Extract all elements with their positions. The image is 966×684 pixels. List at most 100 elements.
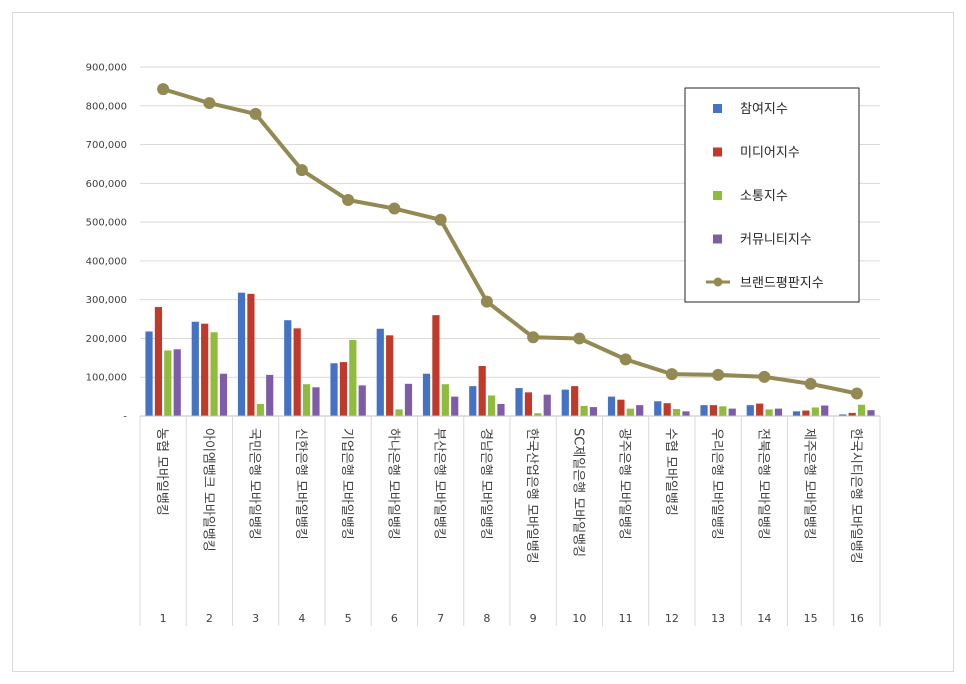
- rank-label: 4: [298, 612, 305, 625]
- bar: [404, 383, 413, 416]
- category-label: 전북은행 모바일뱅킹: [755, 428, 771, 540]
- line-point: [619, 353, 632, 366]
- bar: [774, 408, 783, 416]
- y-tick-label: 500,000: [86, 218, 127, 229]
- bar: [654, 401, 662, 416]
- bar: [173, 349, 181, 416]
- category-label: 신한은행 모바일뱅킹: [293, 428, 309, 540]
- line-point: [249, 107, 262, 120]
- category-label: 수협 모바일뱅킹: [663, 428, 678, 516]
- bar: [589, 407, 598, 416]
- category-label: SC제일은행 모바일뱅킹: [570, 428, 586, 557]
- bar: [237, 292, 246, 416]
- bar: [802, 410, 810, 416]
- line-point: [434, 213, 447, 226]
- legend-marker: [713, 277, 723, 287]
- bar: [857, 404, 866, 416]
- bar: [700, 405, 708, 416]
- y-tick-label: 100,000: [86, 373, 127, 384]
- bar: [746, 405, 754, 416]
- rank-label: 9: [530, 612, 537, 625]
- y-tick-label: 700,000: [86, 140, 127, 151]
- legend-swatch: [713, 147, 722, 157]
- rank-label: 12: [665, 612, 679, 625]
- bar: [339, 362, 348, 416]
- category-label: 기업은행 모바일뱅킹: [339, 428, 355, 540]
- line-point: [804, 377, 817, 390]
- category-label: 농협 모바일뱅킹: [154, 428, 169, 516]
- bar: [672, 409, 681, 416]
- rank-label: 6: [391, 612, 398, 625]
- bar: [478, 365, 486, 416]
- rank-label: 5: [345, 612, 352, 625]
- rank-label: 13: [711, 612, 725, 625]
- bar: [719, 406, 727, 416]
- bar: [765, 409, 773, 416]
- rank-label: 10: [572, 612, 586, 625]
- bar: [247, 293, 255, 416]
- bar: [210, 332, 218, 416]
- bar: [330, 363, 338, 416]
- bar: [145, 331, 153, 416]
- bar: [626, 408, 634, 416]
- bar: [302, 384, 311, 416]
- category-label: 한국시티은행 모바일뱅킹: [848, 428, 864, 564]
- line-point: [850, 387, 863, 400]
- bar: [497, 403, 505, 416]
- legend-label: 브랜드평판지수: [740, 276, 824, 291]
- bar: [487, 395, 496, 416]
- bar: [663, 403, 671, 416]
- bar: [848, 412, 856, 416]
- category-label: 광주은행 모바일뱅킹: [617, 428, 633, 540]
- y-tick-label: 400,000: [86, 256, 127, 267]
- rank-label: 8: [483, 612, 490, 625]
- bar: [867, 410, 875, 416]
- line-point: [157, 83, 170, 96]
- category-label: 국민은행 모바일뱅킹: [247, 428, 263, 540]
- bar: [792, 411, 801, 416]
- bar: [441, 384, 449, 416]
- legend-label: 참여지수: [740, 102, 788, 117]
- category-label: 제주은행 모바일뱅킹: [802, 428, 818, 540]
- bar: [422, 373, 431, 416]
- x-axis: 농협 모바일뱅킹 1 아이엠뱅크 모바일뱅킹 2 국민은행 모바일뱅킹 3 신한은행 모바일…: [139, 415, 881, 626]
- bar: [839, 414, 847, 416]
- bar: [580, 405, 588, 416]
- category-label: 하나은행 모바일뱅킹: [385, 428, 401, 540]
- bar: [617, 399, 625, 416]
- rank-label: 2: [206, 612, 213, 625]
- bar: [386, 335, 394, 416]
- rank-label: 15: [804, 612, 818, 625]
- rank-label: 16: [850, 612, 864, 625]
- category-label: 우리은행 모바일뱅킹: [709, 428, 725, 540]
- line-point: [295, 164, 308, 177]
- bar: [543, 394, 551, 416]
- bar: [395, 409, 403, 416]
- rank-label: 1: [160, 612, 167, 625]
- bar: [756, 403, 764, 416]
- line-point: [203, 97, 216, 110]
- bar: [561, 389, 569, 416]
- bar: [709, 405, 718, 416]
- line-point: [388, 202, 401, 215]
- rank-label: 3: [252, 612, 259, 625]
- bar: [432, 315, 440, 416]
- bar: [376, 328, 384, 416]
- bar: [728, 408, 736, 416]
- line-series: [157, 83, 863, 400]
- rank-label: 14: [757, 612, 771, 625]
- bar: [284, 320, 292, 416]
- legend-label: 미디어지수: [740, 146, 800, 161]
- rank-label: 7: [437, 612, 444, 625]
- bar: [821, 405, 829, 416]
- bar-series: [145, 292, 875, 416]
- bar: [256, 403, 264, 416]
- line-point: [712, 368, 725, 381]
- y-axis: - 100,000 200,000 300,000 400,000 500,000 600,…: [86, 63, 128, 423]
- bar: [164, 350, 172, 416]
- y-tick-label: 200,000: [86, 334, 127, 345]
- bar: [451, 396, 459, 416]
- bar: [154, 307, 163, 416]
- category-label: 경남은행 모바일뱅킹: [478, 428, 494, 540]
